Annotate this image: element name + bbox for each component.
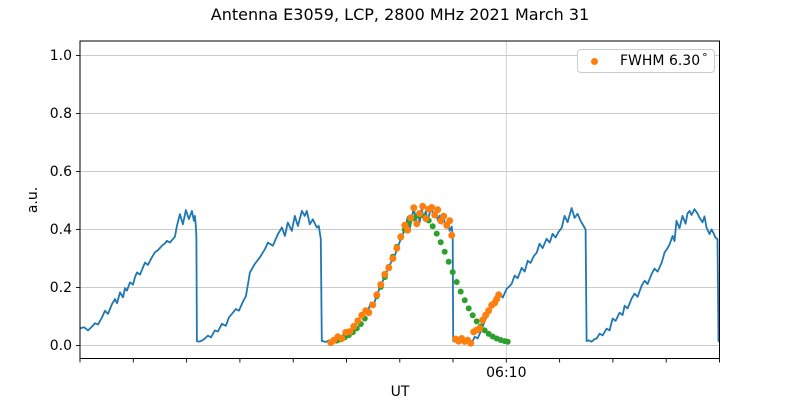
- solar-scan-samples-point: [476, 324, 484, 332]
- gaussian-fit-dots-point: [469, 312, 476, 319]
- gaussian-fit-dots-point: [461, 297, 468, 304]
- gaussian-fit-dots-point: [473, 318, 480, 325]
- x-tick-label: 06:10: [486, 365, 527, 381]
- gaussian-fit-dots-point: [453, 279, 460, 285]
- solar-scan-samples-point: [407, 214, 415, 222]
- solar-scan-samples-point: [413, 220, 421, 228]
- y-tick-label: 1.0: [49, 47, 72, 64]
- solar-scan-samples-point: [373, 291, 381, 299]
- y-tick-label: 0.8: [49, 105, 72, 122]
- solar-scan-samples-point: [428, 204, 436, 211]
- solar-scan-samples-point: [397, 233, 405, 241]
- gaussian-fit-dots-point: [504, 338, 511, 345]
- y-axis-label: a.u.: [25, 186, 41, 214]
- y-tick-label: 0.4: [49, 221, 72, 238]
- solar-scan-samples-point: [431, 211, 439, 219]
- solar-scan-samples-point: [338, 335, 346, 342]
- solar-scan-samples-point: [422, 215, 430, 222]
- solar-scan-samples-point: [385, 264, 393, 272]
- solar-scan-samples-point: [404, 226, 412, 234]
- solar-scan-samples-point: [410, 204, 418, 212]
- plot-title: Antenna E3059, LCP, 2800 MHz 2021 March …: [210, 5, 590, 24]
- solar-scan-samples-point: [446, 217, 454, 225]
- solar-scan-samples-point: [350, 322, 358, 330]
- x-axis-label: UT: [390, 384, 410, 400]
- legend-box: FWHM 6.30 °: [577, 49, 715, 73]
- gaussian-fit-dots-point: [441, 248, 448, 255]
- gaussian-fit-dots-point: [465, 305, 472, 312]
- solar-scan-samples-point: [369, 301, 377, 309]
- solar-scan-samples-point: [354, 317, 362, 325]
- gaussian-fit-dots-point: [437, 239, 444, 246]
- solar-scan-samples-point: [393, 244, 401, 252]
- antenna-scan-line: [79, 206, 720, 345]
- degree-symbol: °: [702, 51, 708, 64]
- solar-scan-samples-point: [346, 328, 354, 336]
- solar-scan-samples-point: [467, 339, 475, 347]
- solar-scan-samples-point: [485, 307, 493, 315]
- gaussian-fit-dots-point: [433, 230, 440, 237]
- solar-scan-samples-point: [416, 210, 424, 217]
- solar-scan-samples-point: [440, 212, 448, 220]
- solar-scan-samples-point: [389, 255, 397, 262]
- solar-scan-samples-point: [381, 270, 389, 278]
- legend-label: FWHM 6.30 °: [620, 51, 708, 69]
- solar-scan-samples-point: [495, 291, 503, 299]
- solar-scan-samples-point: [448, 231, 456, 239]
- gaussian-fit-dots-point: [457, 288, 464, 295]
- solar-scan-samples-point: [358, 311, 366, 319]
- solar-scan-samples-point: [365, 309, 373, 317]
- y-tick-label: 0.0: [49, 337, 72, 354]
- solar-scan-samples-point: [419, 202, 427, 210]
- gaussian-fit-dots-point: [429, 223, 436, 230]
- y-tick-label: 0.6: [49, 163, 72, 180]
- gaussian-fit-dots-point: [449, 269, 456, 276]
- legend-orange-dot-icon: [591, 57, 598, 65]
- solar-scan-samples-point: [434, 206, 442, 214]
- gaussian-fit-dots-point: [445, 258, 452, 265]
- gaussian-fit-dots-point: [481, 327, 488, 334]
- y-tick-label: 0.2: [49, 279, 72, 296]
- solar-scan-samples-point: [377, 281, 385, 289]
